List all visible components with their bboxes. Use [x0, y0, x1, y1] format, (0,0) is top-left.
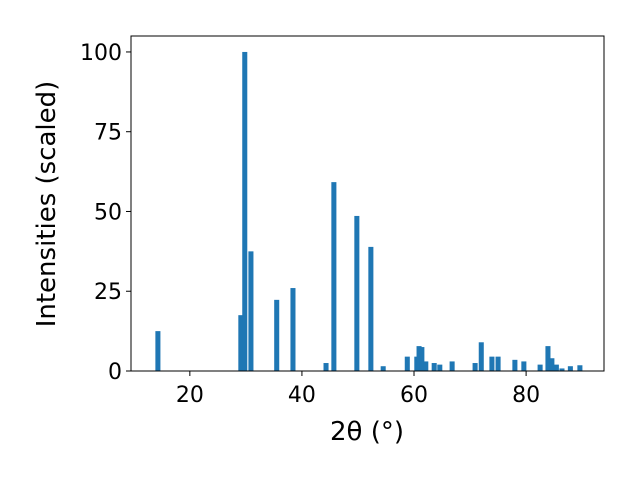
x-tick-label: 80: [512, 383, 540, 408]
bar: [521, 361, 527, 371]
bar: [354, 215, 360, 371]
plot-frame: [130, 35, 605, 372]
bar: [472, 363, 478, 371]
bar: [242, 51, 248, 371]
bar: [238, 315, 244, 371]
bar: [248, 251, 254, 371]
bar: [478, 342, 484, 371]
bar: [577, 365, 583, 371]
y-axis-label: Intensities (scaled): [32, 81, 62, 328]
bar: [404, 356, 410, 371]
bar: [323, 363, 329, 371]
bar: [331, 182, 337, 371]
y-tick-label: 0: [108, 360, 122, 385]
bar: [290, 288, 296, 371]
y-tick-label: 100: [80, 41, 122, 66]
bar: [368, 246, 374, 371]
y-tick-label: 75: [94, 121, 122, 146]
bar: [423, 361, 429, 371]
bar: [155, 331, 161, 371]
bar: [431, 363, 437, 371]
y-tick-label: 25: [94, 280, 122, 305]
bar: [437, 364, 443, 371]
bar: [449, 361, 455, 371]
bar: [274, 299, 280, 371]
x-tick-label: 40: [288, 383, 316, 408]
bar: [419, 347, 425, 371]
bar: [553, 364, 559, 371]
bar: [549, 358, 555, 371]
bar: [559, 368, 565, 371]
bar: [537, 364, 543, 371]
bar: [512, 359, 518, 371]
bar: [416, 346, 422, 371]
bar: [567, 366, 573, 371]
x-tick-label: 60: [400, 383, 428, 408]
bar: [495, 356, 501, 371]
bar: [545, 346, 551, 371]
x-axis-label: 2θ (°): [330, 417, 404, 447]
bar: [489, 356, 495, 371]
bar: [380, 366, 386, 371]
x-tick-label: 20: [176, 383, 204, 408]
y-tick-label: 50: [94, 200, 122, 225]
